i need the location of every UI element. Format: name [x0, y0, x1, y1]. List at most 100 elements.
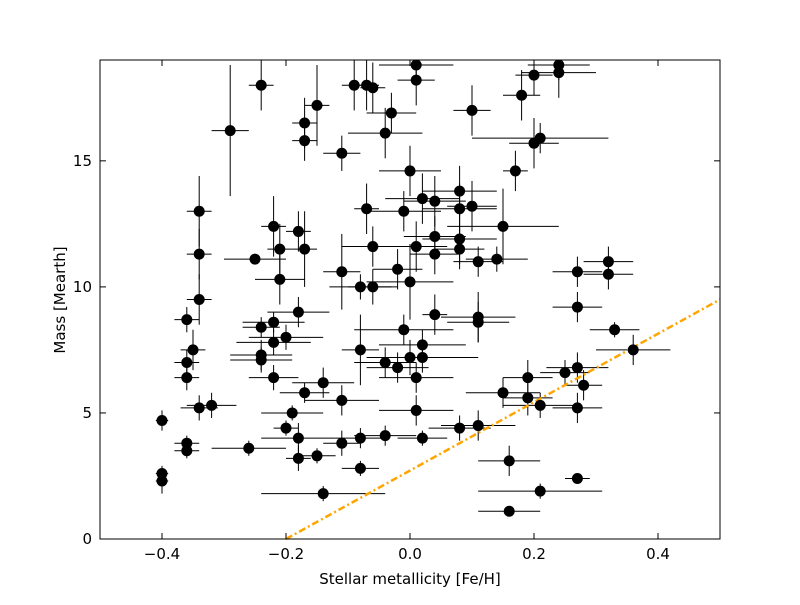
data-point	[280, 422, 292, 434]
data-point	[404, 276, 416, 288]
data-point	[348, 79, 360, 91]
data-point	[292, 225, 304, 237]
data-point	[509, 165, 521, 177]
y-tick-label: 5	[82, 404, 92, 422]
marker-layer	[156, 59, 639, 517]
data-point	[367, 241, 379, 253]
data-point	[311, 450, 323, 462]
data-point	[181, 437, 193, 449]
data-point	[361, 203, 373, 215]
data-point	[466, 200, 478, 212]
data-point	[379, 357, 391, 369]
x-axis-ticks: −0.4 −0.2 0.0 0.2 0.4	[144, 60, 670, 563]
data-point	[268, 372, 280, 384]
data-point	[336, 437, 348, 449]
data-point	[503, 505, 515, 517]
data-point	[602, 268, 614, 280]
data-point	[255, 354, 267, 366]
x-tick-label: 0.0	[398, 545, 422, 563]
y-tick-label: 15	[73, 152, 92, 170]
data-point	[286, 407, 298, 419]
data-point	[193, 205, 205, 217]
data-point	[571, 266, 583, 278]
trend-line	[285, 298, 721, 541]
data-point	[367, 82, 379, 94]
data-point	[553, 59, 565, 71]
data-point	[503, 455, 515, 467]
data-point	[609, 324, 621, 336]
trend-layer	[285, 298, 721, 541]
data-point	[416, 351, 428, 363]
data-point	[255, 321, 267, 333]
y-axis-ticks: 0 5 10 15	[73, 152, 720, 548]
data-point	[292, 452, 304, 464]
data-point	[472, 316, 484, 328]
data-point	[559, 367, 571, 379]
data-point	[416, 339, 428, 351]
data-point	[249, 253, 261, 265]
data-point	[429, 230, 441, 242]
data-point	[243, 442, 255, 454]
y-axis-label: Mass [Mearth]	[51, 246, 69, 353]
data-point	[522, 392, 534, 404]
data-point	[268, 220, 280, 232]
data-point	[497, 387, 509, 399]
data-point	[553, 67, 565, 79]
data-point	[193, 294, 205, 305]
data-point	[299, 117, 311, 129]
data-point	[454, 243, 466, 255]
data-point	[274, 243, 286, 255]
data-point	[224, 125, 236, 137]
data-point	[299, 135, 311, 147]
data-point	[454, 233, 466, 245]
data-point	[317, 377, 329, 389]
data-point	[379, 127, 391, 139]
data-point	[156, 415, 168, 427]
data-point	[255, 79, 267, 91]
x-tick-label: −0.4	[144, 545, 180, 563]
data-point	[354, 281, 366, 293]
data-point	[274, 273, 286, 285]
x-tick-label: 0.4	[646, 545, 670, 563]
data-point	[317, 488, 329, 500]
data-point	[379, 430, 391, 442]
data-point	[416, 193, 428, 205]
data-point	[472, 256, 484, 268]
data-point	[522, 372, 534, 384]
data-point	[429, 195, 441, 207]
data-point	[385, 107, 397, 119]
data-point	[268, 316, 280, 328]
data-point	[454, 203, 466, 215]
data-point	[429, 309, 441, 321]
data-point	[336, 266, 348, 278]
data-point	[534, 399, 546, 411]
data-point	[516, 89, 528, 101]
data-point	[156, 475, 168, 487]
data-point	[410, 74, 422, 86]
data-point	[292, 306, 304, 318]
data-point	[354, 344, 366, 356]
data-point	[181, 357, 193, 369]
data-point	[571, 472, 583, 484]
data-point	[627, 344, 639, 356]
data-point	[602, 256, 614, 268]
data-point	[454, 185, 466, 197]
data-point	[404, 165, 416, 177]
data-point	[472, 420, 484, 432]
data-point	[416, 432, 428, 444]
data-point	[367, 281, 379, 293]
data-point	[404, 351, 416, 363]
data-point	[193, 248, 205, 260]
data-point	[410, 241, 422, 253]
data-point	[571, 402, 583, 414]
y-tick-label: 0	[82, 530, 92, 548]
x-tick-label: −0.2	[268, 545, 304, 563]
data-point	[534, 132, 546, 144]
data-point	[429, 248, 441, 260]
data-point	[578, 379, 590, 391]
data-point	[156, 467, 168, 479]
data-point	[466, 104, 478, 116]
data-point	[392, 263, 404, 275]
